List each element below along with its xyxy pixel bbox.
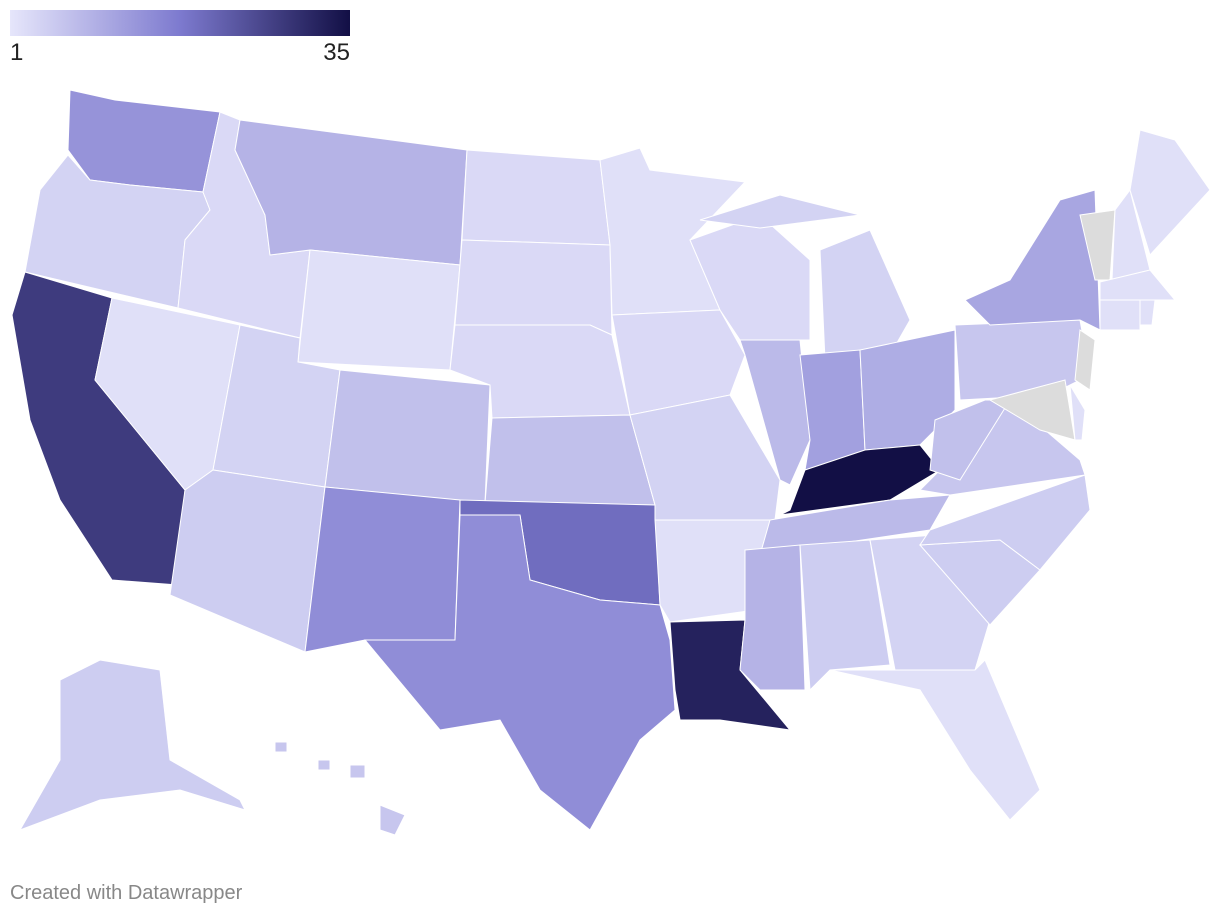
state <box>869 534 991 671</box>
legend-max: 35 <box>323 39 350 66</box>
state <box>454 239 613 336</box>
state <box>799 539 891 692</box>
state <box>739 544 806 691</box>
state <box>169 469 326 653</box>
state <box>799 349 866 471</box>
state <box>1139 299 1156 326</box>
state <box>18 659 246 831</box>
state <box>699 194 911 361</box>
state <box>324 369 491 504</box>
state <box>67 89 221 193</box>
state <box>297 249 461 371</box>
state <box>611 309 746 416</box>
state <box>1069 384 1086 441</box>
legend-min: 1 <box>10 39 23 66</box>
state <box>363 514 676 831</box>
state <box>829 659 1041 821</box>
state <box>1099 299 1141 331</box>
state <box>304 486 461 653</box>
state <box>274 741 406 836</box>
state <box>234 119 468 266</box>
legend-bar <box>10 10 350 36</box>
footer: Created with Datawrapper <box>10 882 243 904</box>
state <box>484 414 656 506</box>
state <box>739 339 811 486</box>
state <box>1099 269 1177 301</box>
state <box>1074 329 1096 391</box>
states <box>11 89 1211 836</box>
state <box>461 149 611 246</box>
state <box>964 189 1101 331</box>
state <box>779 444 941 516</box>
state <box>954 319 1091 401</box>
state <box>1129 129 1211 256</box>
state <box>929 399 1011 481</box>
